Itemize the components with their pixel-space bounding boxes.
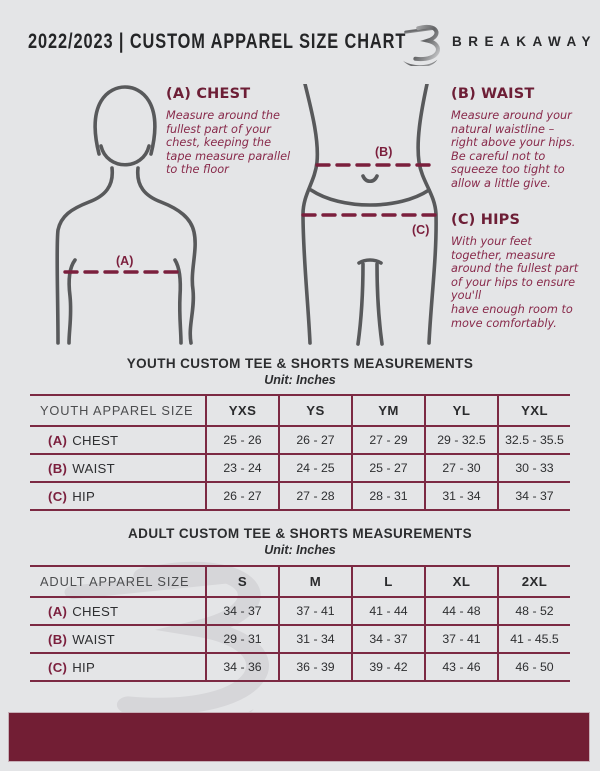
table-row: (A) CHEST 25 - 26 26 - 27 27 - 29 29 - 32… [30, 427, 570, 455]
chest-line-label: (A) [116, 254, 133, 268]
adult-size-col-s: S [205, 567, 278, 596]
adult-waist-xl: 37 - 41 [424, 626, 497, 652]
youth-waist-ys: 24 - 25 [278, 455, 351, 481]
adult-hip-s: 34 - 36 [205, 654, 278, 680]
table-row: (B) WAIST 23 - 24 24 - 25 25 - 27 27 - 30… [30, 455, 570, 483]
youth-waist-ym: 25 - 27 [351, 455, 424, 481]
adult-size-label: ADULT APPAREL SIZE [40, 574, 190, 589]
youth-chest-yxl: 32.5 - 35.5 [497, 427, 570, 453]
adult-hip-m: 36 - 39 [278, 654, 351, 680]
youth-waist-yl: 27 - 30 [424, 455, 497, 481]
youth-size-col-yxl: YXL [497, 396, 570, 425]
table-row: (A) CHEST 34 - 37 37 - 41 41 - 44 44 - 48… [30, 598, 570, 626]
waist-guide: (B) WAIST Measure around your natural wa… [451, 86, 599, 191]
adult-section-unit: Unit: Inches [264, 543, 336, 557]
adult-size-col-xl: XL [424, 567, 497, 596]
adult-waist-s: 29 - 31 [205, 626, 278, 652]
youth-section-unit: Unit: Inches [264, 373, 336, 387]
youth-hip-ym: 28 - 31 [351, 483, 424, 509]
youth-table-header-row: YOUTH APPAREL SIZE YXS YS YM YL YXL [30, 396, 570, 427]
youth-chest-ys: 26 - 27 [278, 427, 351, 453]
adult-chest-row-label: (A) CHEST [48, 603, 119, 619]
adult-hip-xl: 43 - 46 [424, 654, 497, 680]
adult-chest-s: 34 - 37 [205, 598, 278, 624]
youth-size-col-yxs: YXS [205, 396, 278, 425]
youth-waist-yxl: 30 - 33 [497, 455, 570, 481]
youth-chest-yl: 29 - 32.5 [424, 427, 497, 453]
youth-chest-yxs: 25 - 26 [205, 427, 278, 453]
adult-size-col-2xl: 2XL [497, 567, 570, 596]
hips-guide-description: With your feet together, measure around … [451, 235, 579, 330]
breakaway-b-logo-icon [402, 24, 440, 66]
adult-chest-m: 37 - 41 [278, 598, 351, 624]
table-row: (C) HIP 34 - 36 36 - 39 39 - 42 43 - 46 4… [30, 654, 570, 682]
hips-guide: (C) HIPS With your feet together, measur… [451, 212, 599, 330]
adult-waist-m: 31 - 34 [278, 626, 351, 652]
youth-section-title: YOUTH CUSTOM TEE & SHORTS MEASUREMENTS [126, 356, 474, 371]
hips-guide-heading: (C) HIPS [451, 212, 521, 228]
table-row: (C) HIP 26 - 27 27 - 28 28 - 31 31 - 34 3… [30, 483, 570, 511]
youth-waist-row-label: (B) WAIST [48, 460, 115, 476]
chest-measurement-figure: (A) [55, 85, 197, 345]
adult-hip-2xl: 46 - 50 [497, 654, 570, 680]
adult-section-title: ADULT CUSTOM TEE & SHORTS MEASUREMENTS [128, 526, 472, 541]
youth-hip-yxs: 26 - 27 [205, 483, 278, 509]
adult-chest-l: 41 - 44 [351, 598, 424, 624]
adult-size-table: ADULT APPAREL SIZE S M L XL 2XL (A) CHEST… [30, 565, 570, 682]
adult-chest-xl: 44 - 48 [424, 598, 497, 624]
youth-chest-row-label: (A) CHEST [48, 432, 119, 448]
brand-name: BREAKAWAY [452, 34, 598, 49]
adult-hip-row-label: (C) HIP [48, 659, 96, 675]
youth-hip-ys: 27 - 28 [278, 483, 351, 509]
adult-waist-l: 34 - 37 [351, 626, 424, 652]
chest-guide-heading: (A) CHEST [166, 86, 251, 102]
youth-size-col-yl: YL [424, 396, 497, 425]
youth-waist-yxs: 23 - 24 [205, 455, 278, 481]
youth-size-col-ys: YS [278, 396, 351, 425]
youth-size-col-ym: YM [351, 396, 424, 425]
adult-hip-l: 39 - 42 [351, 654, 424, 680]
waist-guide-heading: (B) WAIST [451, 86, 535, 102]
adult-chest-2xl: 48 - 52 [497, 598, 570, 624]
youth-size-label: YOUTH APPAREL SIZE [40, 403, 194, 418]
waist-line-label: (B) [375, 145, 392, 159]
waist-hips-measurement-figure: (B) (C) [301, 84, 441, 346]
adult-waist-2xl: 41 - 45.5 [497, 626, 570, 652]
youth-size-table: YOUTH APPAREL SIZE YXS YS YM YL YXL (A) C… [30, 394, 570, 511]
table-row: (B) WAIST 29 - 31 31 - 34 34 - 37 37 - 41… [30, 626, 570, 654]
adult-size-col-m: M [278, 567, 351, 596]
chest-guide-description: Measure around the fullest part of your … [166, 109, 291, 177]
waist-guide-description: Measure around your natural waistline – … [451, 109, 576, 190]
adult-table-header-row: ADULT APPAREL SIZE S M L XL 2XL [30, 567, 570, 598]
footer-bar [8, 712, 590, 762]
adult-waist-row-label: (B) WAIST [48, 631, 115, 647]
chest-guide: (A) CHEST Measure around the fullest par… [166, 86, 298, 177]
youth-hip-yl: 31 - 34 [424, 483, 497, 509]
youth-chest-ym: 27 - 29 [351, 427, 424, 453]
youth-hip-yxl: 34 - 37 [497, 483, 570, 509]
hips-line-label: (C) [412, 223, 429, 237]
youth-hip-row-label: (C) HIP [48, 488, 96, 504]
page-title: 2022/2023 | CUSTOM APPAREL SIZE CHART [28, 29, 407, 53]
adult-size-col-l: L [351, 567, 424, 596]
